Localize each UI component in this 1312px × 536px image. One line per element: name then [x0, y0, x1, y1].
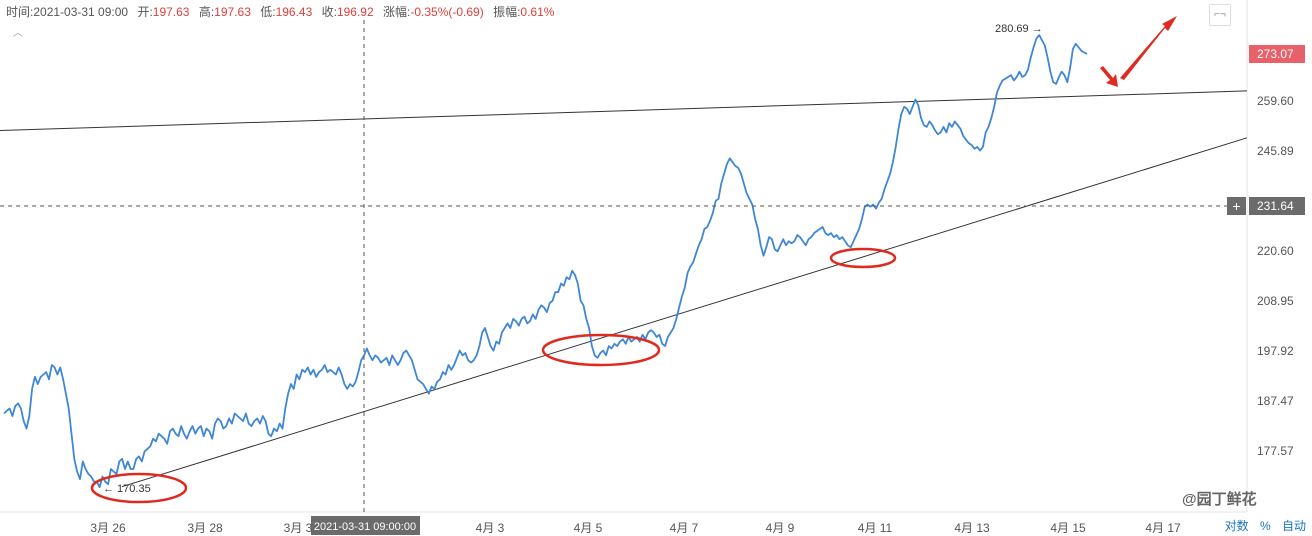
axis-controls: 对数 % 自动: [1217, 517, 1306, 534]
y-tick-label: 208.95: [1257, 294, 1294, 308]
grid-lines: [0, 0, 1248, 513]
trendlines: [0, 90, 1248, 488]
annotation-ellipse: [541, 333, 661, 367]
crosshair-x-label-bg: [311, 516, 420, 535]
x-tick-label: 4月 13: [954, 521, 990, 535]
price-markers: 273.07 280.69 → ← 170.35: [103, 23, 1305, 495]
annotation-ellipse: [90, 472, 188, 504]
y-tick-label: 177.57: [1257, 444, 1294, 458]
change-label: 涨幅:: [383, 5, 411, 19]
annotations: [90, 16, 1177, 504]
y-tick-label: 187.47: [1257, 394, 1294, 408]
high-value: 197.63: [214, 5, 251, 19]
y-axis-ticks: 177.57 187.47 197.92 208.95 220.60 245.89 259.…: [1257, 94, 1294, 458]
x-tick-label: 3月 26: [90, 521, 126, 535]
percent-scale-toggle[interactable]: %: [1259, 519, 1271, 533]
x-tick-label: 4月 5: [574, 521, 603, 535]
crosshair-y-label-bg: [1249, 197, 1305, 215]
open-value: 197.63: [152, 5, 190, 19]
auto-scale-toggle[interactable]: 自动: [1281, 519, 1306, 533]
high-marker-label: 280.69 →: [995, 23, 1043, 35]
amplitude-value: 0.61%: [520, 5, 555, 19]
annotation-arrow-up: [1120, 16, 1177, 80]
price-series-line: [3, 34, 1088, 489]
x-tick-label: 4月 3: [476, 521, 505, 535]
x-tick-label: 4月 9: [766, 521, 795, 535]
x-tick-label: 4月 7: [670, 521, 699, 535]
crosshair-y-label: 231.64: [1257, 199, 1294, 213]
close-value: 196.92: [336, 5, 374, 19]
low-marker-label: ← 170.35: [103, 483, 151, 495]
y-tick-label: 259.60: [1257, 94, 1294, 108]
watermark: @园丁鲜花: [1182, 491, 1257, 508]
ohlc-info-bar: 时间:2021-03-31 09:00 开:197.63 高:197.63 低:…: [6, 3, 560, 20]
log-scale-toggle[interactable]: 对数: [1224, 519, 1249, 533]
last-price-label: 273.07: [1257, 47, 1294, 61]
time-value: 2021-03-31 09:00: [33, 5, 129, 19]
crosshair-plus-bg: [1227, 197, 1246, 215]
high-label: 高:: [198, 5, 215, 19]
collapse-chevron-up-icon[interactable]: ︿: [13, 28, 23, 39]
last-price-bg: [1249, 45, 1305, 63]
x-tick-label: 3月 28: [187, 521, 223, 535]
annotation-ellipse: [829, 247, 897, 269]
amplitude-label: 振幅:: [493, 5, 521, 19]
open-label: 开:: [137, 5, 153, 19]
crosshair-plus-icon: +: [1232, 198, 1240, 214]
low-label: 低:: [260, 5, 276, 19]
x-tick-label: 4月 11: [858, 521, 893, 535]
close-label: 收:: [321, 5, 337, 19]
y-tick-label: 197.92: [1257, 344, 1294, 358]
x-tick-label: 4月 15: [1050, 521, 1086, 535]
time-label: 时间:: [6, 5, 34, 19]
y-tick-label: 220.60: [1257, 244, 1294, 258]
y-tick-label: 245.89: [1257, 144, 1294, 158]
trendline: [0, 90, 1248, 132]
change-value: -0.35%(-0.69): [410, 5, 484, 19]
crosshair-x-label: 2021-03-31 09:00:00: [314, 521, 416, 533]
x-tick-label: 4月 17: [1145, 521, 1181, 535]
trendline: [121, 137, 1248, 488]
x-tick-label: 3月 3: [284, 521, 313, 535]
annotation-arrow-down: [1100, 66, 1118, 87]
crosshair: 2021-03-31 09:00:00 + 231.64: [0, 20, 1305, 535]
x-axis-ticks: 3月 26 3月 28 3月 3 4月 3 4月 5 4月 7 4月 9 4月 11 4月 13…: [90, 521, 1181, 535]
low-value: 196.43: [275, 5, 313, 19]
fullscreen-toggle-icon[interactable]: ⌐¬: [1209, 4, 1231, 26]
